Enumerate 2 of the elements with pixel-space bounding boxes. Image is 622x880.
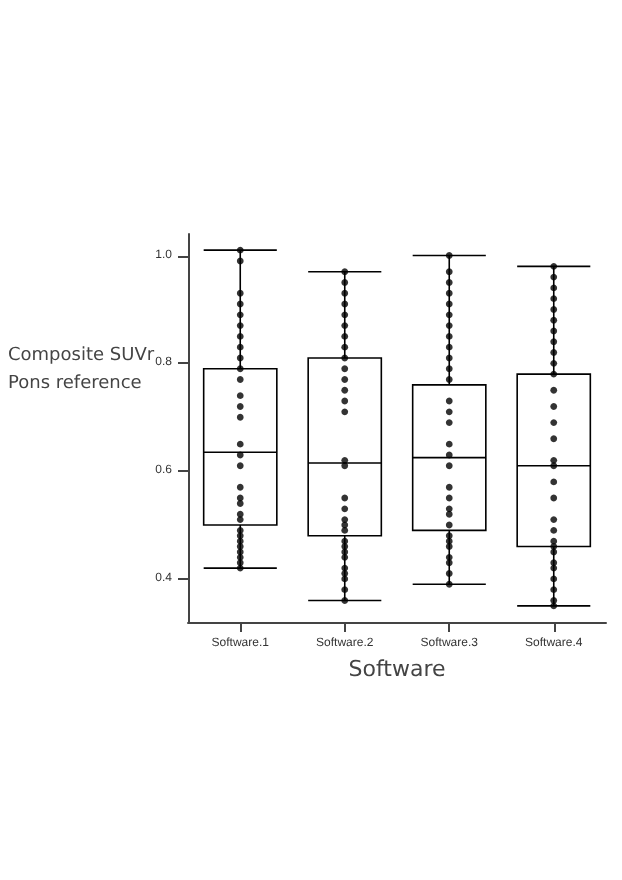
y-axis-title: Composite SUVr Pons reference [8, 346, 155, 394]
x-axis-title: Software [348, 656, 446, 682]
